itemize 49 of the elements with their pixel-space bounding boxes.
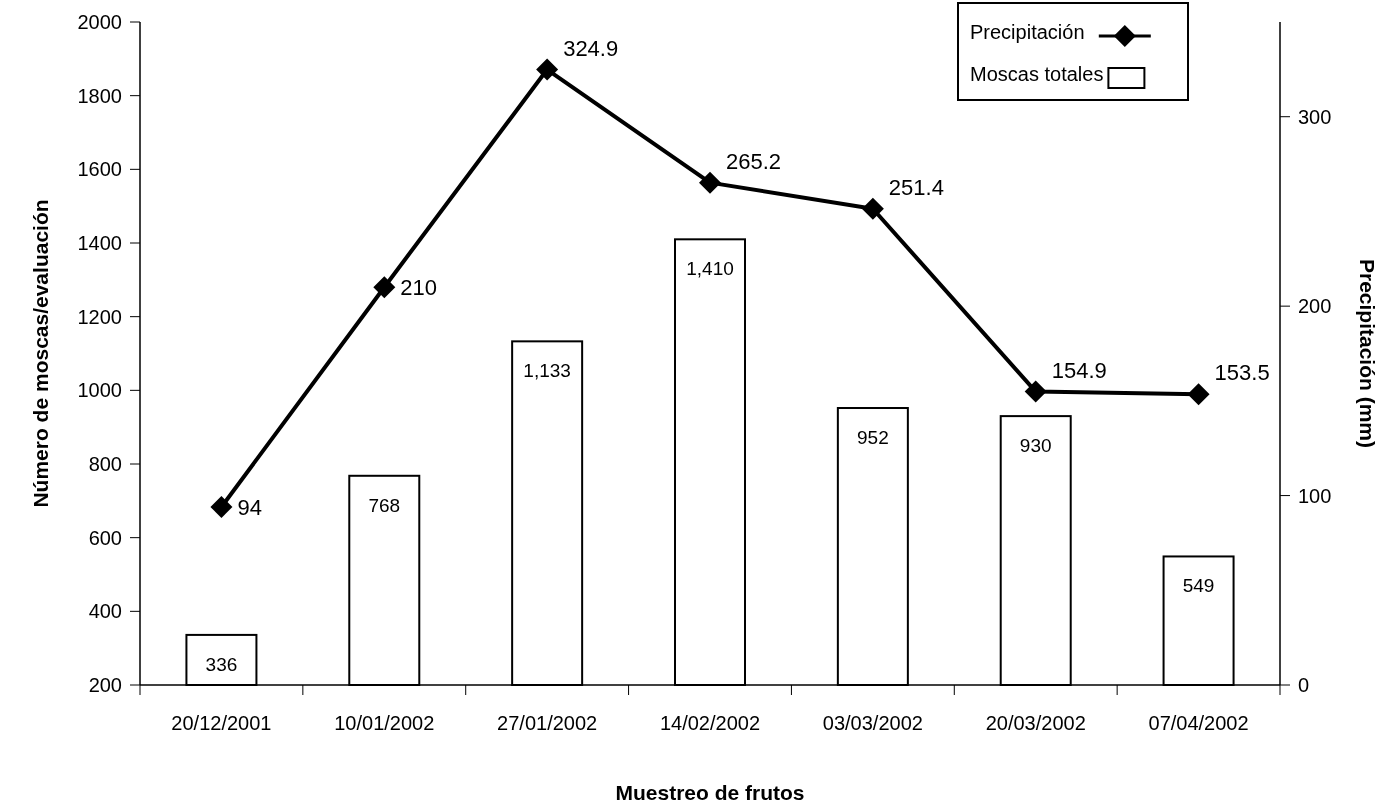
data-label: 251.4 [888, 174, 944, 200]
y-tick-label: 600 [88, 526, 122, 549]
y-tick-label: 400 [88, 600, 122, 623]
data-label: 952 [857, 427, 889, 449]
data-label: 210 [400, 275, 437, 301]
data-label: 154.9 [1051, 357, 1107, 383]
legend-item: Precipitación [970, 21, 1151, 47]
y-tick-label: 1600 [77, 158, 122, 181]
legend-label: Moscas totales [970, 63, 1104, 85]
data-label: 930 [1019, 435, 1052, 457]
point [1024, 380, 1047, 403]
data-label: 768 [368, 494, 401, 516]
legend-label: Precipitación [970, 21, 1085, 43]
y2-tick-label: 100 [1298, 484, 1332, 507]
y-tick-label: 2000 [77, 11, 122, 33]
x-tick-label: 03/03/2002 [822, 712, 923, 734]
x-axis-title: Muestreo de frutos [615, 781, 805, 804]
y2-tick-label: 0 [1298, 674, 1310, 696]
point [1187, 383, 1210, 406]
data-label: 265.2 [726, 148, 782, 174]
y-tick-label: 1800 [77, 84, 122, 107]
x-tick-label: 07/04/2002 [1148, 712, 1249, 734]
x-tick-label: 20/12/2001 [171, 712, 272, 734]
x-tick-label: 14/02/2002 [659, 712, 761, 734]
point [210, 495, 233, 518]
data-label: 94 [237, 494, 262, 520]
y-tick-label: 1400 [77, 232, 122, 254]
data-label: 336 [205, 653, 238, 675]
y-tick-label: 800 [88, 453, 122, 475]
data-label: 1,133 [523, 360, 571, 382]
data-label: 549 [1182, 575, 1215, 597]
data-label: 153.5 [1214, 360, 1270, 386]
point [861, 197, 884, 220]
data-label: 1,410 [686, 258, 734, 280]
x-tick-label: 27/01/2002 [497, 712, 598, 734]
y-tick-label: 1200 [77, 305, 122, 328]
y-axis-title: Número de moscas/evaluación [29, 199, 52, 508]
x-tick-label: 10/01/2002 [334, 712, 435, 734]
point [699, 171, 721, 194]
point [373, 276, 396, 299]
point [536, 58, 559, 81]
data-label: 324.9 [563, 35, 619, 61]
y2-axis-title: Precipitación (mm) [1356, 258, 1379, 449]
y-tick-label: 1000 [77, 379, 122, 402]
y-tick-label: 200 [88, 674, 122, 696]
legend-item: Moscas totales [970, 63, 1146, 89]
x-tick-label: 20/03/2002 [985, 712, 1086, 734]
y2-tick-label: 300 [1298, 105, 1332, 128]
y2-tick-label: 200 [1298, 295, 1332, 318]
